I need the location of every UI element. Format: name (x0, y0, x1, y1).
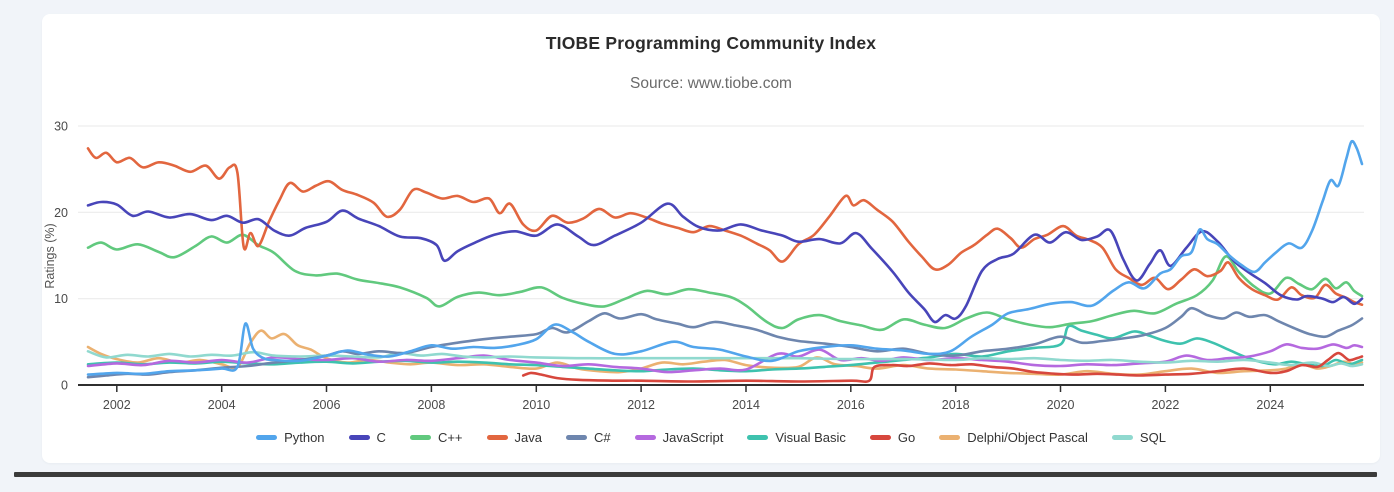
legend-swatch-c (348, 435, 370, 440)
x-tick-label: 2020 (1047, 398, 1075, 412)
legend-label: Python (284, 430, 325, 445)
y-axis-label: Ratings (%) (43, 223, 57, 288)
legend-swatch-delphi-object-pascal (939, 435, 961, 440)
chart-title: TIOBE Programming Community Index (545, 33, 877, 53)
series-line-go[interactable] (521, 351, 1364, 383)
series-line-javascript[interactable] (86, 343, 1364, 374)
legend-item-c[interactable]: C (348, 430, 386, 445)
legend-label: C# (593, 430, 611, 445)
legend-item-visual-basic[interactable]: Visual Basic (747, 430, 846, 445)
legend-item-c[interactable]: C++ (409, 430, 463, 445)
x-tick-label: 2024 (1256, 398, 1284, 412)
series-line-java[interactable] (86, 147, 1364, 306)
legend-label: Visual Basic (775, 430, 846, 445)
chart-subtitle: Source: www.tiobe.com (630, 75, 792, 92)
series-line-c[interactable] (86, 233, 1364, 332)
legend-swatch-java (486, 435, 508, 440)
series-line-visual-basic[interactable] (86, 324, 1364, 373)
y-tick-label: 20 (54, 206, 68, 220)
legend-swatch-visual-basic (747, 435, 769, 440)
legend-item-go[interactable]: Go (869, 430, 916, 445)
x-tick-label: 2016 (837, 398, 865, 412)
x-tick-label: 2002 (103, 398, 131, 412)
legend-label: SQL (1139, 430, 1166, 445)
legend-item-javascript[interactable]: JavaScript (634, 430, 724, 445)
legend-swatch-python (256, 435, 278, 440)
x-tick-label: 2012 (627, 398, 655, 412)
chart-card: TIOBE Programming Community Index Source… (42, 14, 1380, 463)
legend-swatch-c (409, 435, 431, 440)
legend-label: Delphi/Object Pascal (967, 430, 1088, 445)
legend-label: C (376, 430, 386, 445)
legend-item-java[interactable]: Java (486, 430, 542, 445)
legend-item-c[interactable]: C# (565, 430, 611, 445)
series-line-sql[interactable] (86, 350, 1364, 368)
x-tick-label: 2004 (208, 398, 236, 412)
legend-label: Go (897, 430, 916, 445)
legend-label: JavaScript (662, 430, 724, 445)
legend-swatch-sql (1111, 435, 1133, 440)
series-line-python[interactable] (86, 139, 1364, 376)
chart-legend: Python C C++ Java C# JavaScript Visual Basic Go… (42, 430, 1380, 445)
x-tick-label: 2018 (942, 398, 970, 412)
chart-canvas[interactable]: 2002 2004 2006 2008 2010 2012 2014 2016 2018 2020… (42, 102, 1380, 432)
legend-swatch-go (869, 435, 891, 440)
legend-swatch-c (565, 435, 587, 440)
legend-label: Java (514, 430, 542, 445)
x-tick-label: 2014 (732, 398, 760, 412)
legend-item-sql[interactable]: SQL (1111, 430, 1166, 445)
series-line-delphi-object-pascal[interactable] (86, 329, 1364, 377)
y-tick-label: 0 (61, 379, 68, 393)
legend-label: C++ (437, 430, 463, 445)
legend-item-delphi-object-pascal[interactable]: Delphi/Object Pascal (939, 430, 1088, 445)
x-tick-label: 2008 (417, 398, 445, 412)
y-tick-label: 30 (54, 120, 68, 134)
x-tick-label: 2010 (522, 398, 550, 412)
x-tick-label: 2006 (313, 398, 341, 412)
legend-swatch-javascript (634, 435, 656, 440)
y-tick-label: 10 (54, 292, 68, 306)
x-tick-label: 2022 (1151, 398, 1179, 412)
horizontal-scrollbar[interactable] (14, 472, 1377, 477)
series-line-c[interactable] (86, 200, 1364, 324)
legend-item-python[interactable]: Python (256, 430, 325, 445)
